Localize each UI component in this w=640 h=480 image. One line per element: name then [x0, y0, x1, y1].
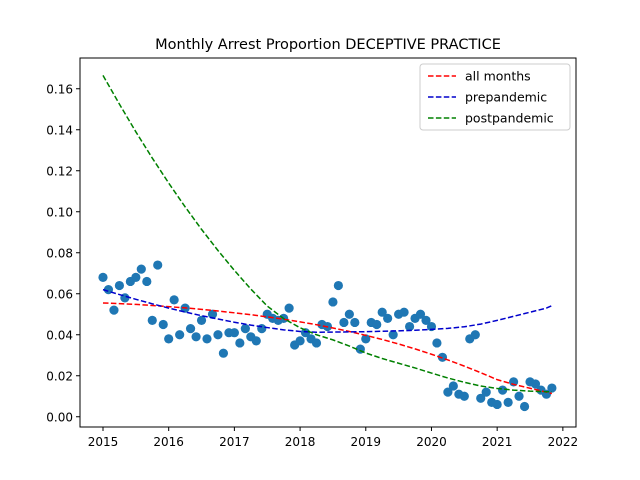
- y-tick-label: 0.06: [46, 287, 73, 301]
- legend-label: postpandemic: [465, 111, 554, 126]
- x-tick-label: 2015: [88, 435, 119, 449]
- scatter-point: [170, 295, 179, 304]
- legend: all months prepandemic postpandemic: [420, 64, 570, 130]
- scatter-point: [153, 260, 162, 269]
- scatter-point: [186, 324, 195, 333]
- scatter-point: [148, 316, 157, 325]
- scatter-point: [213, 330, 222, 339]
- scatter-point: [142, 277, 151, 286]
- scatter-point: [449, 381, 458, 390]
- scatter-point: [241, 324, 250, 333]
- y-tick-label: 0.08: [46, 246, 73, 260]
- scatter-point: [520, 402, 529, 411]
- scatter-point: [514, 392, 523, 401]
- scatter-point: [295, 336, 304, 345]
- scatter-point: [191, 332, 200, 341]
- x-tick-label: 2018: [285, 435, 316, 449]
- scatter-point: [202, 334, 211, 343]
- scatter-point: [159, 320, 168, 329]
- scatter-point: [235, 338, 244, 347]
- legend-label: all months: [465, 69, 531, 84]
- scatter-point: [504, 398, 513, 407]
- scatter-point: [164, 334, 173, 343]
- scatter-point: [137, 265, 146, 274]
- scatter-point: [131, 273, 140, 282]
- scatter-point: [98, 273, 107, 282]
- x-tick-label: 2020: [416, 435, 447, 449]
- scatter-point: [257, 324, 266, 333]
- y-tick-label: 0.00: [46, 410, 73, 424]
- scatter-point: [312, 338, 321, 347]
- scatter-point: [399, 308, 408, 317]
- legend-label: prepandemic: [465, 90, 547, 105]
- y-tick-label: 0.16: [46, 82, 73, 96]
- scatter-point: [197, 316, 206, 325]
- y-tick-label: 0.10: [46, 205, 73, 219]
- scatter-point: [115, 281, 124, 290]
- scatter-point: [285, 304, 294, 313]
- scatter-point: [328, 297, 337, 306]
- scatter-point: [350, 318, 359, 327]
- y-tick-label: 0.14: [46, 123, 73, 137]
- scatter-point: [252, 336, 261, 345]
- scatter-point: [372, 320, 381, 329]
- scatter-point: [383, 314, 392, 323]
- chart-title: Monthly Arrest Proportion DECEPTIVE PRAC…: [155, 37, 501, 53]
- scatter-point: [460, 392, 469, 401]
- scatter-point: [345, 310, 354, 319]
- y-tick-label: 0.04: [46, 328, 73, 342]
- x-tick-label: 2017: [219, 435, 250, 449]
- scatter-point: [498, 386, 507, 395]
- x-tick-label: 2022: [548, 435, 579, 449]
- y-tick-label: 0.02: [46, 369, 73, 383]
- scatter-point: [175, 330, 184, 339]
- series-line-all-months: [103, 303, 552, 394]
- scatter-point: [339, 318, 348, 327]
- x-tick-label: 2016: [153, 435, 184, 449]
- scatter-point: [219, 349, 228, 358]
- y-tick-label: 0.12: [46, 164, 73, 178]
- scatter-point: [230, 328, 239, 337]
- x-tick-label: 2019: [351, 435, 382, 449]
- scatter-point: [109, 306, 118, 315]
- scatter-point: [493, 400, 502, 409]
- scatter-point: [334, 281, 343, 290]
- x-tick-label: 2021: [482, 435, 513, 449]
- scatter-point: [482, 388, 491, 397]
- scatter-point: [471, 330, 480, 339]
- scatter-point: [432, 338, 441, 347]
- axes: 2015 2016 2017 2018 2019 2020 2021 2022 0.00 0.02…: [46, 82, 578, 449]
